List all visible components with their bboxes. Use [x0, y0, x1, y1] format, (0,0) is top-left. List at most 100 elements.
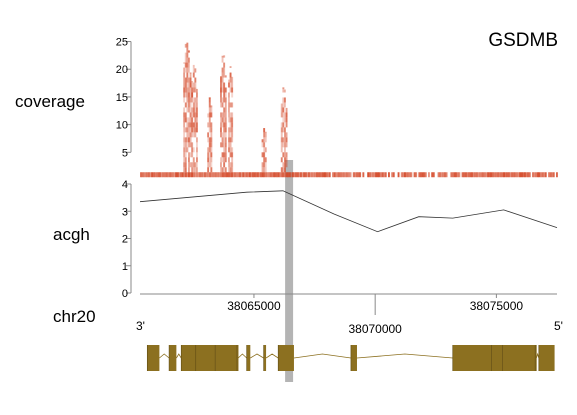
gene-exon — [236, 345, 239, 371]
strand-start-label: 3' — [136, 319, 145, 333]
coverage-cell — [284, 157, 286, 163]
coverage-cell — [231, 76, 234, 78]
coverage-cell — [282, 87, 285, 89]
coverage-cell — [220, 157, 222, 163]
coverage-cell — [296, 172, 299, 178]
coverage-cell — [221, 157, 224, 163]
coverage-cell — [263, 142, 266, 148]
coverage-cell — [196, 97, 198, 103]
coverage-cell — [210, 157, 213, 163]
coverage-cell — [178, 172, 181, 178]
coverage-cell — [224, 122, 227, 128]
coverage-cell — [210, 167, 213, 173]
coverage-cell — [488, 172, 491, 178]
coverage-cell — [210, 112, 213, 118]
coverage-cell — [228, 162, 230, 168]
coverage-cell — [223, 122, 226, 128]
coverage-cell — [194, 97, 197, 103]
coverage-cell — [280, 137, 283, 143]
coverage-cell — [216, 172, 219, 178]
coverage-cell — [223, 117, 226, 123]
coverage-cell — [167, 172, 170, 178]
genomic-x-tick-label: 38065000 — [227, 299, 281, 313]
coverage-cell — [280, 172, 283, 178]
coverage-cell — [280, 132, 283, 138]
coverage-cell — [221, 77, 224, 83]
coverage-cell — [192, 72, 195, 78]
coverage-cell — [284, 89, 286, 93]
coverage-cell — [186, 77, 189, 83]
coverage-cell — [223, 72, 226, 78]
coverage-cell — [191, 147, 194, 153]
coverage-cell — [210, 127, 213, 133]
coverage-cell — [188, 87, 190, 93]
coverage-cell — [375, 172, 378, 178]
coverage-cell — [192, 82, 195, 88]
coverage-cell — [280, 112, 283, 118]
coverage-cell — [423, 172, 426, 178]
coverage-cell — [189, 82, 192, 88]
coverage-cell — [402, 172, 405, 178]
coverage-cell — [186, 137, 189, 143]
coverage-cell — [208, 107, 211, 113]
coverage-cell — [271, 172, 274, 178]
coverage-cell — [261, 142, 264, 148]
coverage-cell — [410, 172, 413, 178]
coverage-cell — [186, 127, 189, 133]
coverage-y-tick-label: 25 — [116, 37, 128, 49]
coverage-cell — [224, 152, 227, 158]
coverage-cell — [220, 102, 222, 108]
coverage-cell — [512, 172, 515, 178]
coverage-cell — [180, 172, 182, 178]
coverage-cell — [514, 172, 517, 178]
coverage-cell — [192, 102, 195, 108]
coverage-cell — [220, 132, 222, 138]
coverage-cell — [192, 64, 195, 68]
coverage-cell — [517, 172, 520, 178]
coverage-cell — [220, 92, 222, 98]
coverage-cell — [223, 92, 226, 98]
coverage-cell — [194, 132, 197, 138]
coverage-cell — [242, 172, 245, 178]
coverage-cell — [188, 67, 190, 73]
coverage-cell — [272, 172, 275, 178]
coverage-cell — [221, 112, 224, 118]
coverage-cell — [439, 172, 442, 178]
coverage-cell — [223, 55, 226, 58]
coverage-cell — [148, 172, 150, 178]
coverage-cell — [194, 162, 197, 168]
coverage-cell — [183, 162, 186, 168]
coverage-cell — [284, 132, 286, 138]
coverage-cell — [184, 52, 187, 58]
coverage-cell — [455, 172, 458, 178]
coverage-cell — [223, 147, 226, 153]
coverage-cell — [461, 172, 464, 178]
coverage-cell — [285, 122, 288, 128]
coverage-cell — [207, 137, 210, 143]
coverage-cell — [186, 47, 189, 53]
coverage-cell — [229, 117, 232, 123]
coverage-cell — [290, 172, 293, 178]
coverage-cell — [188, 92, 190, 98]
coverage-cell — [484, 172, 486, 178]
coverage-cell — [527, 172, 530, 178]
coverage-cell — [189, 92, 192, 98]
coverage-cell — [471, 172, 474, 178]
coverage-cell — [208, 162, 211, 168]
coverage-cell — [221, 82, 224, 88]
coverage-cell — [224, 87, 227, 93]
coverage-cell — [231, 157, 234, 163]
coverage-cell — [192, 107, 195, 113]
coverage-cell — [186, 57, 189, 63]
coverage-cell — [220, 87, 222, 93]
coverage-cell — [146, 172, 149, 178]
coverage-cell — [221, 117, 224, 123]
coverage-cell — [207, 122, 210, 128]
coverage-cell — [183, 127, 186, 133]
coverage-cell — [192, 147, 195, 153]
coverage-cell — [309, 172, 312, 178]
coverage-cell — [208, 97, 211, 99]
coverage-cell — [172, 172, 174, 178]
coverage-cell — [220, 77, 222, 83]
coverage-cell — [188, 62, 190, 68]
